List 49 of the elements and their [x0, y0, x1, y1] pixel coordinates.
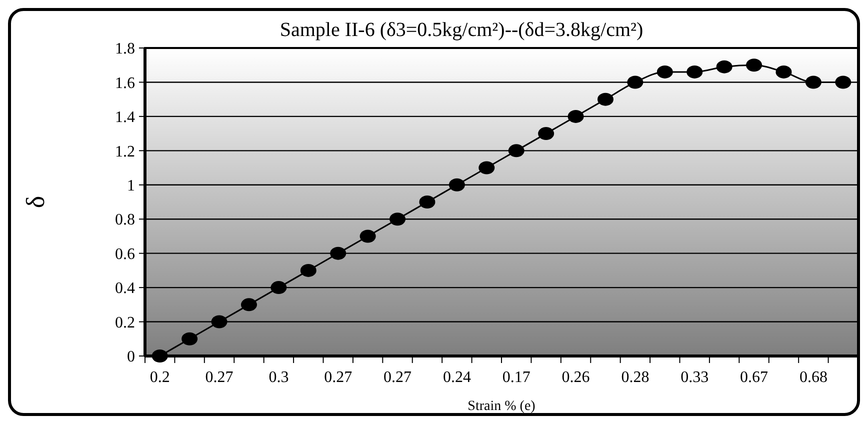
- x-tick-label: 0.27: [205, 369, 234, 386]
- point: [152, 350, 168, 362]
- x-tick-label: 0.27: [324, 369, 352, 386]
- y-tick-label: 1.4: [115, 109, 135, 126]
- x-tick-label: 0.17: [502, 369, 530, 386]
- y-tick-label: 0.8: [115, 212, 135, 229]
- point: [508, 144, 524, 158]
- y-tick-label: 1: [127, 177, 135, 194]
- y-tick-label: 1.8: [115, 40, 135, 58]
- y-tick-label: 0.2: [115, 314, 135, 332]
- point: [390, 212, 406, 226]
- point: [568, 110, 584, 123]
- y-tick-label: 1.6: [115, 74, 135, 92]
- point: [538, 127, 554, 140]
- point: [240, 298, 257, 312]
- point: [597, 92, 614, 106]
- point: [300, 264, 316, 277]
- x-tick-label: 0.27: [384, 369, 412, 386]
- point: [448, 178, 465, 192]
- x-tick-label: 0.67: [740, 369, 768, 386]
- x-tick-label: 0.68: [799, 369, 828, 386]
- point: [776, 65, 792, 78]
- point: [805, 76, 822, 89]
- y-tick-label: 1.2: [115, 143, 135, 160]
- point: [716, 60, 732, 74]
- point: [478, 161, 495, 174]
- x-tick-label: 0.26: [562, 369, 590, 386]
- x-tick-label: 0.2: [150, 369, 170, 386]
- point: [656, 65, 673, 78]
- chart-title: Sample II-6 (δ3=0.5kg/cm²)--(δd=3.8kg/cm²): [280, 19, 644, 41]
- point: [746, 58, 762, 72]
- point: [182, 332, 198, 346]
- point: [270, 281, 287, 294]
- point: [330, 246, 346, 260]
- x-axis-title: Strain % (e): [468, 399, 536, 414]
- x-tick-label: 0.3: [268, 369, 289, 386]
- x-tick-label: 0.28: [621, 369, 650, 386]
- x-tick-label: 0.33: [680, 369, 709, 386]
- y-axis-title: δ: [21, 196, 50, 208]
- point: [627, 76, 644, 89]
- y-tick-label: 0.6: [115, 246, 135, 263]
- point: [686, 65, 703, 78]
- x-tick-label: 0.24: [442, 369, 471, 386]
- point: [419, 196, 436, 208]
- point: [835, 76, 852, 89]
- y-tick-label: 0.4: [115, 280, 135, 298]
- y-tick-label: 0: [127, 348, 135, 366]
- point: [211, 315, 228, 328]
- point: [360, 230, 376, 243]
